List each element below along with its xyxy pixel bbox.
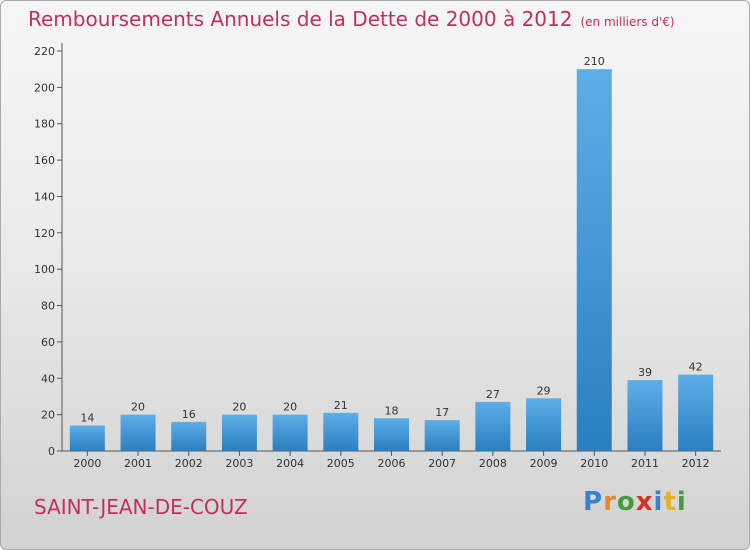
y-tick-label: 180 (34, 118, 55, 131)
x-tick-label: 2005 (327, 457, 355, 470)
x-tick-label: 2004 (276, 457, 304, 470)
x-tick-label: 2009 (530, 457, 558, 470)
data-label-2006: 18 (385, 404, 399, 417)
x-tick-label: 2003 (225, 457, 253, 470)
logo-letter: P (583, 487, 604, 517)
data-label-2009: 29 (537, 384, 551, 397)
bar-2005 (323, 412, 359, 451)
data-label-2004: 20 (283, 401, 297, 414)
logo-letter: o (616, 487, 636, 517)
data-label-2005: 21 (334, 399, 348, 412)
bar-2012 (678, 374, 714, 451)
bar-2006 (374, 418, 409, 451)
bar-2010 (576, 69, 612, 451)
x-tick-label: 2008 (479, 457, 507, 470)
y-tick-label: 80 (41, 300, 55, 313)
bar-2000 (69, 425, 105, 451)
data-label-2012: 42 (689, 361, 703, 374)
y-tick-label: 20 (41, 409, 55, 422)
x-tick-label: 2011 (631, 457, 659, 470)
data-label-2000: 14 (80, 412, 94, 425)
bar-2004 (272, 414, 308, 451)
y-tick-label: 100 (34, 263, 55, 276)
x-tick-label: 2010 (580, 457, 608, 470)
x-tick-label: 2002 (175, 457, 203, 470)
bar-2007 (424, 420, 460, 451)
bar-2008 (475, 401, 511, 451)
data-label-2001: 20 (131, 401, 145, 414)
proxiti-logo: Proxiti (583, 487, 687, 517)
logo-letter: t (663, 487, 677, 517)
x-tick-label: 2007 (428, 457, 456, 470)
y-tick-label: 60 (41, 336, 55, 349)
y-tick-label: 40 (41, 372, 55, 385)
chart-unit: (en milliers d'€) (580, 15, 675, 29)
chart-title-text: Remboursements Annuels de la Dette de 20… (28, 7, 573, 31)
bar-2002 (171, 421, 207, 451)
x-tick-label: 2006 (378, 457, 406, 470)
data-label-2003: 20 (232, 401, 246, 414)
chart-title: Remboursements Annuels de la Dette de 20… (28, 7, 675, 31)
data-label-2008: 27 (486, 388, 500, 401)
data-label-2002: 16 (182, 408, 196, 421)
y-tick-label: 120 (34, 227, 55, 240)
data-label-2011: 39 (638, 366, 652, 379)
logo-letter: r (603, 487, 617, 517)
y-tick-label: 140 (34, 190, 55, 203)
chart-labels: 2000 14 2001 20 2002 16 2003 20 2004 20 2005 21 2006… (73, 55, 709, 470)
logo-letter: i (676, 487, 687, 517)
chart-axes: 0 20 40 60 80 100 120 140 160 180 200 220 (34, 43, 721, 458)
data-label-2007: 17 (435, 406, 449, 419)
x-tick-label: 2001 (124, 457, 152, 470)
y-tick-label: 220 (34, 45, 55, 58)
y-tick-label: 160 (34, 154, 55, 167)
y-tick-label: 200 (34, 81, 55, 94)
bar-2001 (120, 414, 156, 451)
data-label-2010: 210 (584, 55, 605, 68)
logo-letter: i (653, 487, 664, 517)
logo-letter: x (635, 487, 654, 517)
commune-name: SAINT-JEAN-DE-COUZ (34, 495, 248, 519)
bar-2009 (526, 398, 562, 451)
x-tick-label: 2000 (73, 457, 101, 470)
bar-2003 (221, 414, 257, 451)
y-tick-label: 0 (48, 445, 55, 458)
chart-bars (69, 69, 714, 451)
x-tick-label: 2012 (682, 457, 710, 470)
bar-2011 (627, 380, 663, 451)
